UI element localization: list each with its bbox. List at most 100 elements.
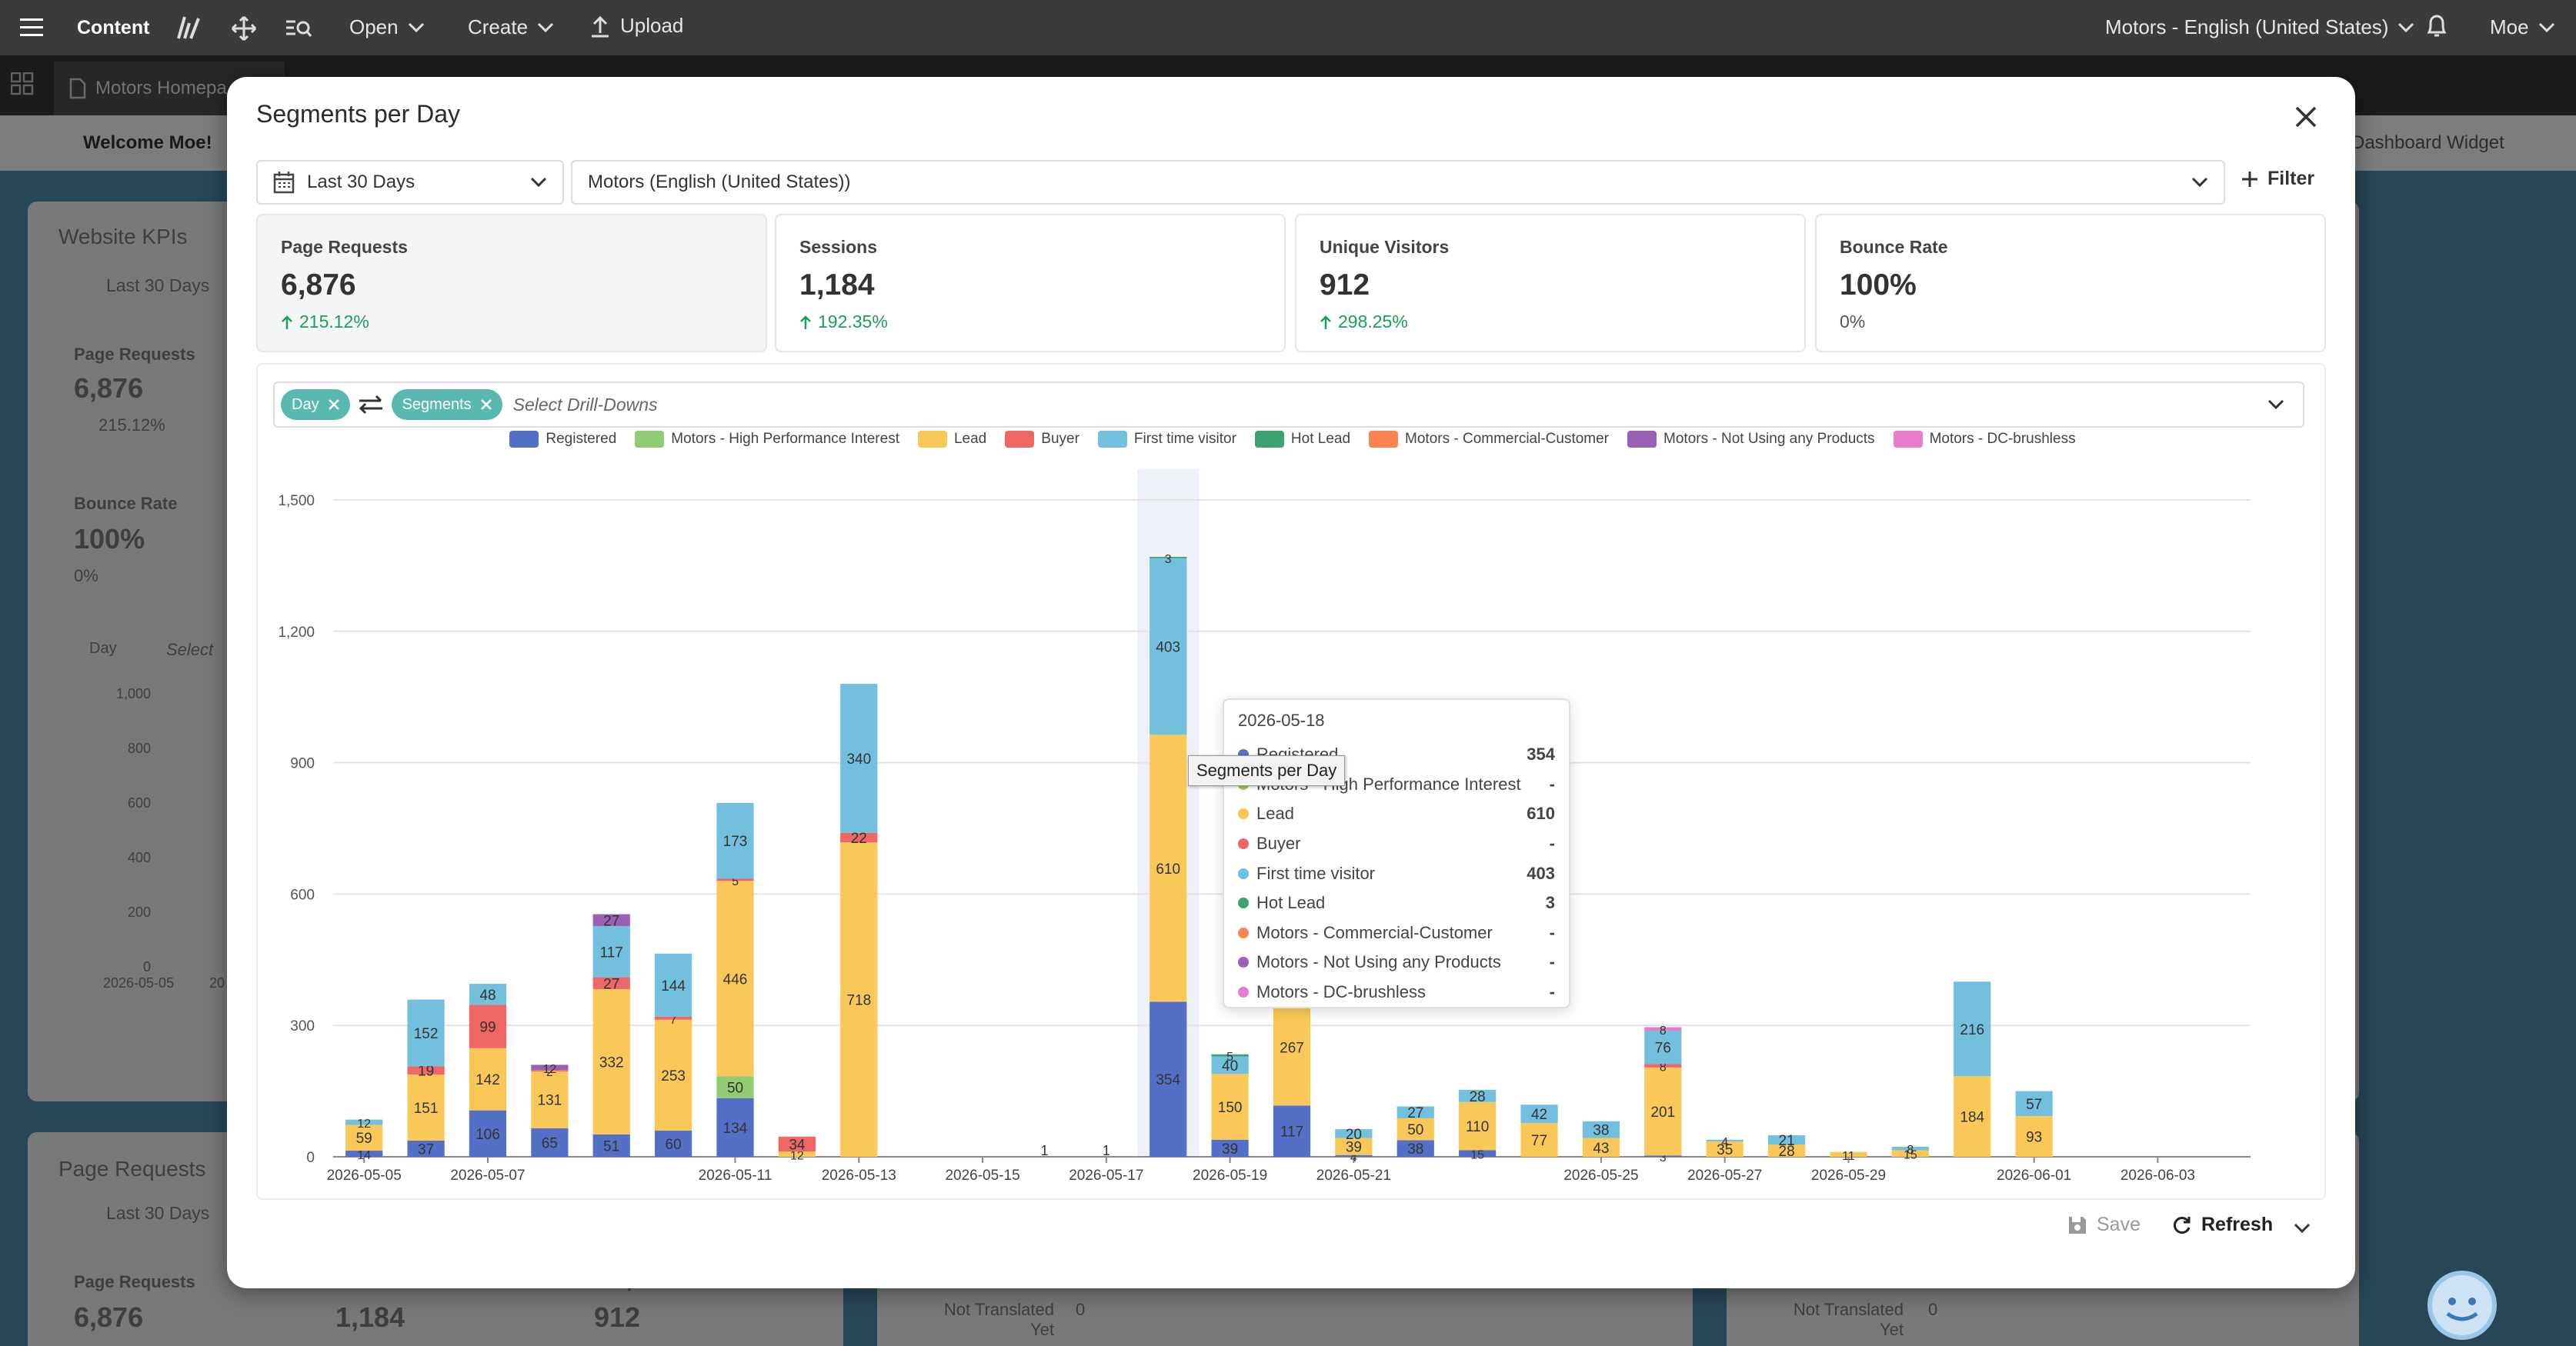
legend-item[interactable]: Motors - Commercial-Customer <box>1369 431 1609 448</box>
bar-segment <box>1891 1146 1929 1151</box>
user-menu[interactable]: Moe <box>2490 15 2555 39</box>
close-icon[interactable] <box>480 399 492 410</box>
x-tick-label: 2026-05-19 <box>1193 1168 1267 1184</box>
kpi-bounce-rate[interactable]: Bounce Rate 100% 0% <box>1815 214 2326 352</box>
bar-segment <box>716 878 754 881</box>
site-select[interactable]: Motors (English (United States)) <box>571 160 2225 205</box>
swap-icon[interactable] <box>358 395 384 415</box>
kpi-sessions[interactable]: Sessions 1,184 192.35% <box>775 214 1286 352</box>
open-menu[interactable]: Open <box>349 15 425 39</box>
bg-kpi-label: Page Requests <box>74 1272 195 1291</box>
bar-value-label: 173 <box>723 834 748 850</box>
bar-segment <box>1211 1054 1249 1057</box>
bar-segment <box>1150 1001 1187 1157</box>
x-tick-label: 2026-05-11 <box>699 1168 772 1184</box>
legend-swatch <box>635 431 665 448</box>
arrow-up-icon <box>1320 315 1332 330</box>
upload-button[interactable]: Upload <box>589 14 683 38</box>
save-label: Save <box>2097 1214 2141 1235</box>
bar-value-label: 4 <box>1721 1136 1728 1149</box>
tooltip-row: Buyer - <box>1238 829 1555 859</box>
bar-segment <box>1459 1101 1497 1151</box>
close-icon[interactable] <box>328 399 339 410</box>
legend-item[interactable]: Motors - DC-brushless <box>1893 431 2076 448</box>
chip-day[interactable]: Day <box>281 389 350 420</box>
bar-segment <box>592 914 630 926</box>
y-tick-label: 1,500 <box>278 493 315 509</box>
legend-item[interactable]: Motors - High Performance Interest <box>635 431 899 448</box>
bell-icon[interactable] <box>2425 12 2448 40</box>
legend-swatch <box>1369 431 1399 448</box>
legend-label: Motors - High Performance Interest <box>671 431 899 447</box>
bar-value-label: 60 <box>666 1137 682 1153</box>
save-button[interactable]: Save <box>2067 1214 2141 1236</box>
legend-item[interactable]: Registered <box>509 431 616 448</box>
kpi-value: 912 <box>1320 268 1370 302</box>
chart-tooltip: 2026-05-18 Registered 354 Motors - High Pe… <box>1223 698 1570 1008</box>
bar-value-label: 77 <box>1531 1133 1547 1149</box>
kpi-unique-visitors[interactable]: Unique Visitors 912 298.25% <box>1295 214 1806 352</box>
mini-y-tick: 800 <box>127 741 151 756</box>
bar-segment <box>1335 1129 1373 1138</box>
legend-item[interactable]: Motors - Not Using any Products <box>1627 431 1875 448</box>
x-tick-label: 2026-05-27 <box>1687 1168 1762 1184</box>
bar-segment <box>1644 1067 1682 1156</box>
analytics-icon[interactable] <box>175 15 202 40</box>
legend-swatch <box>1627 431 1657 448</box>
bar-value-label: 27 <box>603 913 619 929</box>
refresh-button[interactable]: Refresh <box>2172 1214 2273 1236</box>
chevron-down-icon <box>408 22 425 33</box>
legend-item[interactable]: First time visitor <box>1097 431 1236 448</box>
not-translated-value: 0 <box>1076 1300 1086 1319</box>
tooltip-series-value: - <box>1549 982 1555 1002</box>
site-selector[interactable]: Motors - English (United States) <box>2105 15 2414 39</box>
refresh-label: Refresh <box>2201 1214 2274 1235</box>
legend-item[interactable]: Hot Lead <box>1254 431 1350 448</box>
create-menu[interactable]: Create <box>468 15 554 39</box>
tooltip-series-name: Motors - Commercial-Customer <box>1256 922 1493 942</box>
legend-item[interactable]: Lead <box>917 431 986 448</box>
plus-icon <box>2241 171 2258 188</box>
app-title[interactable]: Content <box>77 17 150 38</box>
bg-page-requests-value: 6,876 <box>74 372 144 404</box>
date-range-select[interactable]: Last 30 Days <box>256 160 564 205</box>
filter-button[interactable]: Filter <box>2241 168 2314 190</box>
legend-swatch <box>1254 431 1284 448</box>
bar-segment <box>1706 1139 1743 1142</box>
tooltip-row: First time visitor 403 <box>1238 858 1555 888</box>
bar-value-label: 65 <box>542 1135 558 1151</box>
drill-down-placeholder: Select Drill-Downs <box>512 394 658 415</box>
chip-label: Segments <box>402 395 472 413</box>
x-tick-label: 2026-05-21 <box>1316 1168 1391 1184</box>
bar-segment <box>531 1128 569 1157</box>
bar-segment <box>592 1134 630 1157</box>
bar-segment <box>345 1151 383 1157</box>
bar-segment <box>840 832 878 843</box>
bar-segment <box>1459 1089 1497 1102</box>
tooltip-series-name: Buyer <box>1256 834 1301 854</box>
chevron-down-icon <box>530 177 547 188</box>
hover-hint: Segments per Day <box>1188 755 1346 786</box>
feedback-smiley-icon[interactable] <box>2428 1271 2497 1340</box>
move-icon[interactable] <box>231 15 257 42</box>
legend-item[interactable]: Buyer <box>1005 431 1079 448</box>
mini-y-tick: 400 <box>127 850 151 865</box>
close-icon[interactable] <box>2295 106 2317 128</box>
drill-down-bar[interactable]: Day Segments Select Drill-Downs <box>273 381 2304 428</box>
chevron-down-icon[interactable] <box>2267 399 2284 410</box>
bar-value-label: 117 <box>1280 1124 1303 1141</box>
tooltip-series-value: 354 <box>1527 745 1555 765</box>
chevron-down-icon[interactable] <box>2294 1223 2311 1234</box>
kpi-value: 1,184 <box>799 268 875 302</box>
date-range-value: Last 30 Days <box>307 172 415 192</box>
dashboard-widget-link[interactable]: Dashboard Widget <box>2351 132 2504 153</box>
search-list-icon[interactable] <box>285 17 312 40</box>
grid-icon[interactable] <box>11 72 34 95</box>
bg-day-chip: Day <box>89 640 117 657</box>
hamburger-menu-icon[interactable] <box>20 18 43 37</box>
bar-segment <box>655 953 692 1017</box>
bg-select-placeholder: Select <box>166 640 214 659</box>
bar-segment <box>1644 1031 1682 1064</box>
chip-segments[interactable]: Segments <box>391 389 502 420</box>
kpi-page-requests[interactable]: Page Requests 6,876 215.12% <box>256 214 767 352</box>
